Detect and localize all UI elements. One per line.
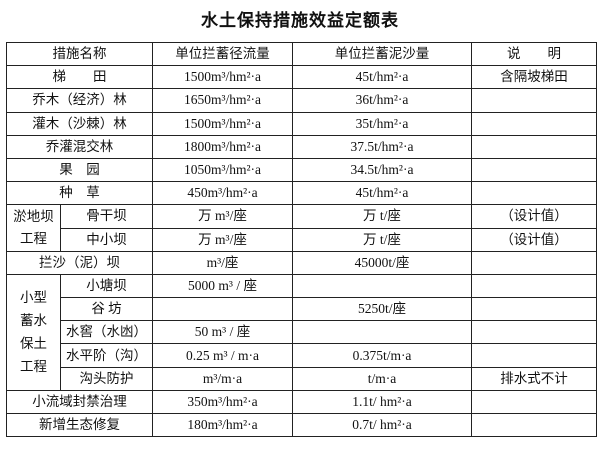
header-measure-name: 措施名称 bbox=[6, 41, 153, 67]
measure-name: 拦沙（泥）坝 bbox=[6, 250, 153, 275]
runoff-value: m³/座 bbox=[152, 250, 293, 275]
note-value: （设计值） bbox=[471, 227, 597, 252]
measure-name: 沟头防护 bbox=[60, 366, 153, 391]
sediment-value: t/m·a bbox=[292, 366, 472, 391]
note-value bbox=[471, 273, 597, 299]
quota-table: 措施名称 单位拦蓄径流量 单位拦蓄泥沙量说 明梯 田 1500m³/hm²·a 45t/… bbox=[6, 41, 597, 438]
measure-name: 灌木（沙棘）林 bbox=[6, 111, 153, 136]
runoff-value: 1800m³/hm²·a bbox=[152, 134, 293, 159]
note-value bbox=[471, 88, 597, 113]
sediment-value: 35t/hm²·a bbox=[292, 111, 472, 136]
group-label: 淤地坝工程 bbox=[6, 204, 61, 252]
note-value bbox=[471, 412, 597, 438]
measure-name: 水平阶（沟） bbox=[60, 343, 153, 368]
note-value: （设计值） bbox=[471, 204, 597, 229]
table-row: 中小坝万 m³/座万 t/座 （设计值） bbox=[7, 227, 597, 252]
note-value bbox=[471, 250, 597, 275]
measure-name: 乔木（经济）林 bbox=[6, 88, 153, 113]
sediment-value: 45t/hm²·a bbox=[292, 65, 472, 90]
note-value bbox=[471, 111, 597, 136]
sediment-value: 5250t/座 bbox=[292, 297, 472, 322]
sediment-value: 0.7t/ hm²·a bbox=[292, 412, 472, 438]
sediment-value bbox=[292, 320, 472, 345]
table-row: 灌木（沙棘）林 1500m³/hm²·a 35t/hm²·a bbox=[6, 111, 597, 136]
table-row: 种 草 450m³/hm²·a 45t/hm²·a bbox=[6, 181, 597, 206]
runoff-value bbox=[152, 297, 293, 322]
measure-name: 新增生态修复 bbox=[6, 412, 153, 438]
table-row: 措施名称 单位拦蓄径流量 单位拦蓄泥沙量说 明 bbox=[6, 41, 597, 67]
measure-name: 中小坝 bbox=[60, 227, 153, 252]
measure-name: 乔灌混交林 bbox=[6, 134, 153, 159]
note-value bbox=[471, 343, 597, 368]
table-row: 新增生态修复 180m³/hm²·a 0.7t/ hm²·a bbox=[6, 412, 597, 438]
measure-name: 小塘坝 bbox=[60, 273, 153, 299]
table-row: 水平阶（沟） 0.25 m³ / m·a 0.375t/m·a bbox=[7, 343, 597, 368]
runoff-value: 50 m³ / 座 bbox=[152, 320, 293, 345]
table-row: 乔木（经济）林 1650m³/hm²·a 36t/hm²·a bbox=[6, 88, 597, 113]
measure-name: 水窖（水凼） bbox=[60, 320, 153, 345]
runoff-value: 万 m³/座 bbox=[152, 204, 293, 229]
sediment-value: 36t/hm²·a bbox=[292, 88, 472, 113]
measure-name: 小流域封禁治理 bbox=[6, 389, 153, 415]
runoff-value: m³/m·a bbox=[152, 366, 293, 391]
note-value: 含隔坡梯田 bbox=[471, 65, 597, 90]
table-row: 淤地坝工程 骨干坝万 m³/座万 t/座 （设计值） bbox=[6, 204, 597, 252]
sediment-value: 34.5t/hm²·a bbox=[292, 157, 472, 183]
measure-name: 谷 坊 bbox=[60, 297, 153, 322]
measure-name: 梯 田 bbox=[6, 65, 153, 90]
note-value bbox=[471, 181, 597, 206]
measure-name: 种 草 bbox=[6, 181, 153, 206]
runoff-value: 1500m³/hm²·a bbox=[152, 65, 293, 90]
note-value bbox=[471, 134, 597, 159]
header-sediment: 单位拦蓄泥沙量 bbox=[292, 41, 472, 67]
table-row: 水窖（水凼） 50 m³ / 座 bbox=[7, 320, 597, 345]
runoff-value: 450m³/hm²·a bbox=[152, 181, 293, 206]
table-row: 乔灌混交林 1800m³/hm²·a 37.5t/hm²·a bbox=[6, 134, 597, 159]
runoff-value: 0.25 m³ / m·a bbox=[152, 343, 293, 368]
sediment-value: 37.5t/hm²·a bbox=[292, 134, 472, 159]
group-label: 小型蓄水保土工程 bbox=[6, 273, 61, 391]
measure-name: 骨干坝 bbox=[60, 204, 153, 229]
note-value bbox=[471, 320, 597, 345]
sediment-value: 1.1t/ hm²·a bbox=[292, 389, 472, 415]
note-value bbox=[471, 297, 597, 322]
sediment-value: 万 t/座 bbox=[292, 204, 472, 229]
header-runoff: 单位拦蓄径流量 bbox=[152, 41, 293, 67]
document-title: 水土保持措施效益定额表 bbox=[201, 11, 399, 30]
sediment-value: 45000t/座 bbox=[292, 250, 472, 275]
sediment-value: 0.375t/m·a bbox=[292, 343, 472, 368]
sediment-value: 45t/hm²·a bbox=[292, 181, 472, 206]
note-value bbox=[471, 157, 597, 183]
table-row: 沟头防护 m³/m·a t/m·a 排水式不计 bbox=[7, 366, 597, 391]
table-row: 小流域封禁治理 350m³/hm²·a 1.1t/ hm²·a bbox=[6, 389, 597, 415]
runoff-value: 350m³/hm²·a bbox=[152, 389, 293, 415]
note-value: 排水式不计 bbox=[471, 366, 597, 391]
runoff-value: 1650m³/hm²·a bbox=[152, 88, 293, 113]
runoff-value: 万 m³/座 bbox=[152, 227, 293, 252]
runoff-value: 1050m³/hm²·a bbox=[152, 157, 293, 183]
measure-name: 果 园 bbox=[6, 157, 153, 183]
header-note: 说 明 bbox=[471, 41, 597, 67]
note-value bbox=[471, 389, 597, 415]
runoff-value: 180m³/hm²·a bbox=[152, 412, 293, 438]
runoff-value: 1500m³/hm²·a bbox=[152, 111, 293, 136]
sediment-value bbox=[292, 273, 472, 299]
table-row: 拦沙（泥）坝 m³/座 45000t/座 bbox=[6, 250, 597, 275]
table-row: 小型蓄水保土工程 小塘坝 5000 m³ / 座 bbox=[6, 273, 597, 391]
runoff-value: 5000 m³ / 座 bbox=[152, 273, 293, 299]
table-row: 果 园 1050m³/hm²·a 34.5t/hm²·a bbox=[6, 157, 597, 183]
table-row: 梯 田 1500m³/hm²·a 45t/hm²·a 含隔坡梯田 bbox=[6, 65, 597, 90]
sediment-value: 万 t/座 bbox=[292, 227, 472, 252]
table-row: 谷 坊 5250t/座 bbox=[7, 297, 597, 322]
